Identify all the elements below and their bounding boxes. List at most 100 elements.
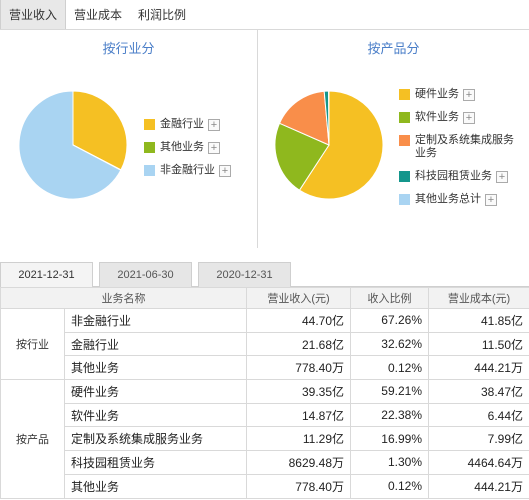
row-ratio: 59.21% xyxy=(350,379,429,404)
expand-plus-icon[interactable]: + xyxy=(208,119,220,131)
legend-item-other: 其他业务 + xyxy=(144,141,231,154)
date-tab-2021-12-31[interactable]: 2021-12-31 xyxy=(0,262,93,287)
row-name: 其他业务 xyxy=(64,473,247,499)
row-name: 定制及系统集成服务业务 xyxy=(64,426,247,452)
legend-item-hardware: 硬件业务 + xyxy=(399,88,527,101)
table-row: 定制及系统集成服务业务 11.29亿 16.99% 7.99亿 xyxy=(1,426,529,452)
row-revenue: 11.29亿 xyxy=(246,426,351,452)
legend-item-non-finance: 非金融行业 + xyxy=(144,164,231,177)
legend-swatch xyxy=(144,165,155,176)
row-revenue: 21.68亿 xyxy=(246,331,351,357)
business-table: 业务名称 营业收入(元) 收入比例 营业成本(元) 按行业 非金融行业 44.7… xyxy=(0,287,529,499)
product-panel: 按产品分 硬件业务 + 软件业务 + 定制及系统集成服务业务 科技园租赁业务 +… xyxy=(258,30,529,248)
legend-label: 非金融行业 xyxy=(160,164,215,176)
expand-plus-icon[interactable]: + xyxy=(219,165,231,177)
row-cost: 38.47亿 xyxy=(428,379,529,404)
legend-swatch xyxy=(399,89,410,100)
table-row: 按行业 非金融行业 44.70亿 67.26% 41.85亿 xyxy=(0,307,529,381)
product-panel-title: 按产品分 xyxy=(367,41,420,56)
row-revenue: 39.35亿 xyxy=(246,379,351,404)
table-row: 金融行业 21.68亿 32.62% 11.50亿 xyxy=(1,331,529,357)
date-tab-2021-06-30[interactable]: 2021-06-30 xyxy=(99,262,192,287)
table-row: 其他业务 778.40万 0.12% 444.21万 xyxy=(1,355,529,381)
pie-slice-1[interactable] xyxy=(274,122,330,191)
expand-plus-icon[interactable]: + xyxy=(485,194,497,206)
table-row: 科技园租赁业务 8629.48万 1.30% 4464.64万 xyxy=(1,450,529,475)
row-revenue: 8629.48万 xyxy=(246,450,351,475)
table-row: 软件业务 14.87亿 22.38% 6.44亿 xyxy=(1,402,529,428)
header-business-name: 业务名称 xyxy=(0,287,247,309)
row-cost: 6.44亿 xyxy=(428,402,529,428)
product-pie-chart xyxy=(274,90,384,200)
row-name: 科技园租赁业务 xyxy=(64,450,247,475)
legend-label: 软件业务 xyxy=(415,111,459,123)
row-name: 其他业务 xyxy=(64,355,247,381)
expand-plus-icon[interactable]: + xyxy=(463,89,475,101)
table-row: 其他业务 778.40万 0.12% 444.21万 xyxy=(1,473,529,499)
expand-plus-icon[interactable]: + xyxy=(496,171,508,183)
pie-slice-0[interactable] xyxy=(72,90,128,171)
industry-pie-chart xyxy=(18,90,128,200)
legend-item-park-lease: 科技园租赁业务 + xyxy=(399,170,527,183)
row-ratio: 32.62% xyxy=(350,331,429,357)
legend-label: 硬件业务 xyxy=(415,88,459,100)
legend-swatch xyxy=(399,171,410,182)
row-name: 软件业务 xyxy=(64,402,247,428)
product-legend: 硬件业务 + 软件业务 + 定制及系统集成服务业务 科技园租赁业务 + 其他业务… xyxy=(399,88,527,216)
row-cost: 7.99亿 xyxy=(428,426,529,452)
row-revenue: 44.70亿 xyxy=(246,308,351,333)
legend-item-custom-integration: 定制及系统集成服务业务 xyxy=(399,134,527,160)
row-ratio: 16.99% xyxy=(350,426,429,452)
row-ratio: 0.12% xyxy=(350,355,429,381)
row-ratio: 0.12% xyxy=(350,473,429,499)
tab-cost[interactable]: 营业成本 xyxy=(74,7,123,22)
industry-legend: 金融行业 + 其他业务 + 非金融行业 + xyxy=(144,118,231,187)
pie-slice-0[interactable] xyxy=(298,90,384,200)
pie-slice-2[interactable] xyxy=(278,90,330,146)
row-cost: 444.21万 xyxy=(428,355,529,381)
row-cost: 444.21万 xyxy=(428,473,529,499)
tab-revenue[interactable]: 营业收入 xyxy=(0,0,67,29)
row-revenue: 14.87亿 xyxy=(246,402,351,428)
row-revenue: 778.40万 xyxy=(246,355,351,381)
group-label-industry: 按行业 xyxy=(0,307,65,381)
expand-plus-icon[interactable]: + xyxy=(463,112,475,124)
row-cost: 4464.64万 xyxy=(428,450,529,475)
legend-swatch xyxy=(399,194,410,205)
row-cost: 11.50亿 xyxy=(428,331,529,357)
legend-label: 定制及系统集成服务业务 xyxy=(415,134,514,159)
header-cost: 营业成本(元) xyxy=(428,287,529,309)
header-ratio: 收入比例 xyxy=(350,287,429,309)
tab-profit-ratio[interactable]: 利润比例 xyxy=(138,7,187,22)
row-ratio: 67.26% xyxy=(350,308,429,333)
legend-label: 其他业务 xyxy=(160,141,204,153)
header-revenue: 营业收入(元) xyxy=(246,287,351,309)
table-header-row: 业务名称 营业收入(元) 收入比例 营业成本(元) xyxy=(0,287,529,309)
row-cost: 41.85亿 xyxy=(428,308,529,333)
legend-label: 科技园租赁业务 xyxy=(415,170,492,182)
row-name: 硬件业务 xyxy=(64,379,247,404)
row-ratio: 1.30% xyxy=(350,450,429,475)
legend-swatch xyxy=(144,142,155,153)
expand-plus-icon[interactable]: + xyxy=(208,142,220,154)
table-row: 按产品 硬件业务 39.35亿 59.21% 38.47亿 xyxy=(0,379,529,499)
legend-swatch xyxy=(144,119,155,130)
row-name: 非金融行业 xyxy=(64,308,247,333)
legend-label: 其他业务总计 xyxy=(415,193,481,205)
legend-label: 金融行业 xyxy=(160,118,204,130)
group-label-product: 按产品 xyxy=(0,379,65,499)
legend-item-software: 软件业务 + xyxy=(399,111,527,124)
legend-swatch xyxy=(399,112,410,123)
industry-panel: 按行业分 金融行业 + 其他业务 + 非金融行业 + xyxy=(0,30,258,248)
industry-panel-title: 按行业分 xyxy=(102,41,155,56)
legend-item-other-total: 其他业务总计 + xyxy=(399,193,527,206)
date-tab-2020-12-31[interactable]: 2020-12-31 xyxy=(198,262,291,287)
date-tab-bar: 2021-12-31 2021-06-30 2020-12-31 xyxy=(0,262,529,287)
pie-slice-2[interactable] xyxy=(18,90,122,200)
row-name: 金融行业 xyxy=(64,331,247,357)
row-revenue: 778.40万 xyxy=(246,473,351,499)
row-ratio: 22.38% xyxy=(350,402,429,428)
legend-item-finance: 金融行业 + xyxy=(144,118,231,131)
top-tab-bar: 营业收入 营业成本 利润比例 xyxy=(0,0,529,30)
legend-swatch xyxy=(399,135,410,146)
